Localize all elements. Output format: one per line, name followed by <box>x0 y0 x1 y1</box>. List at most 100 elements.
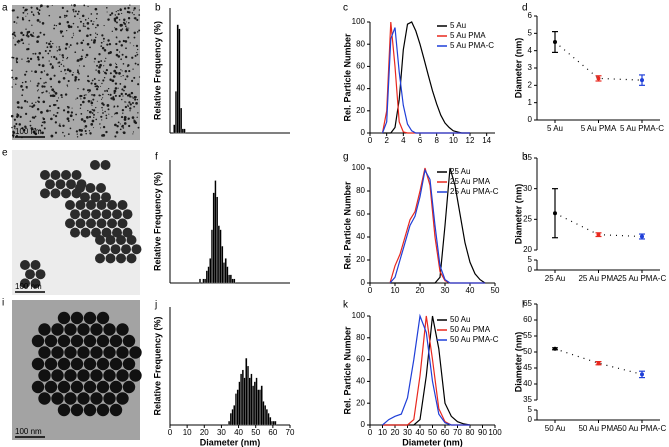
particle <box>64 392 77 405</box>
y-axis-title: Diameter (nm) <box>513 184 523 245</box>
panel-label: a <box>2 3 8 14</box>
particle <box>71 107 73 109</box>
legend-label: 5 Au PMA-C <box>450 41 494 50</box>
x-tick-label: 90 <box>478 428 487 437</box>
particle <box>49 77 53 81</box>
particle <box>75 113 77 116</box>
particle <box>11 134 15 137</box>
particle <box>121 124 124 128</box>
particle <box>107 200 117 210</box>
particle <box>77 10 80 13</box>
bar <box>229 274 232 284</box>
particle <box>121 108 125 112</box>
particle <box>73 11 75 13</box>
particle <box>111 79 115 83</box>
particle <box>126 75 129 78</box>
particle <box>37 100 39 102</box>
particle <box>122 39 125 43</box>
particle <box>87 75 90 78</box>
particle <box>39 77 42 80</box>
particle <box>91 209 101 220</box>
y-axis-title: Rel. Particle Number <box>342 33 352 122</box>
particle <box>126 235 137 245</box>
particle <box>59 16 62 19</box>
point <box>596 361 601 366</box>
particle <box>103 65 105 67</box>
particle <box>16 61 19 64</box>
particle <box>61 6 64 9</box>
particle <box>77 369 90 382</box>
particle <box>40 4 43 8</box>
particle <box>109 334 123 348</box>
particle <box>73 15 76 18</box>
panel-label: b <box>155 3 161 14</box>
particle <box>53 55 56 59</box>
particle <box>51 88 55 92</box>
particle <box>21 127 24 130</box>
particle <box>63 66 65 68</box>
legend-label: 25 Au <box>450 167 470 176</box>
particle <box>96 357 110 371</box>
particle <box>21 81 24 84</box>
particle <box>115 65 118 69</box>
particle <box>31 24 33 26</box>
particle <box>30 127 34 131</box>
particle <box>127 6 130 10</box>
particle <box>94 7 98 11</box>
particle <box>137 63 140 66</box>
particle <box>25 28 27 30</box>
y-tick-label: 80 <box>356 333 365 342</box>
particle <box>88 89 91 92</box>
particle <box>91 79 94 82</box>
particle <box>51 94 55 98</box>
bar <box>250 373 253 426</box>
particle <box>16 134 18 137</box>
particle <box>102 97 104 99</box>
particle <box>102 134 106 137</box>
particle <box>29 57 33 61</box>
particle <box>52 43 54 45</box>
particle <box>100 98 103 100</box>
particle <box>127 36 130 39</box>
particle <box>83 311 97 325</box>
particle <box>36 36 39 39</box>
particle <box>37 11 40 14</box>
particle <box>109 93 112 96</box>
particle <box>76 133 78 135</box>
particle <box>90 20 93 22</box>
particle <box>27 35 30 38</box>
particle <box>11 56 14 59</box>
bar <box>207 266 210 284</box>
particle <box>41 64 45 68</box>
particle <box>53 27 56 30</box>
particle <box>41 22 45 25</box>
particle <box>62 56 65 59</box>
particle <box>21 94 24 97</box>
particle <box>90 192 101 203</box>
x-tick-label: 8 <box>434 136 439 145</box>
y-tick-label: 20 <box>356 106 365 115</box>
particle <box>12 37 14 39</box>
particle <box>91 104 93 107</box>
particle <box>70 380 84 394</box>
particle <box>62 35 64 38</box>
bar <box>248 377 251 426</box>
particle <box>43 127 46 130</box>
particle <box>36 84 39 87</box>
bar <box>264 405 267 426</box>
particle <box>48 105 51 108</box>
particle <box>70 209 80 220</box>
particle <box>76 71 80 74</box>
particle <box>31 334 45 348</box>
particle <box>24 73 27 76</box>
particle <box>21 18 25 21</box>
particle <box>96 218 107 229</box>
y-axis-title: Relative Frequency (%) <box>152 21 162 120</box>
y-axis-title: Rel. Particle Number <box>342 326 352 415</box>
particle <box>11 76 14 79</box>
bar <box>245 358 248 426</box>
particle <box>16 16 19 19</box>
particle <box>124 70 128 73</box>
particle <box>89 132 92 135</box>
particle <box>16 22 18 24</box>
